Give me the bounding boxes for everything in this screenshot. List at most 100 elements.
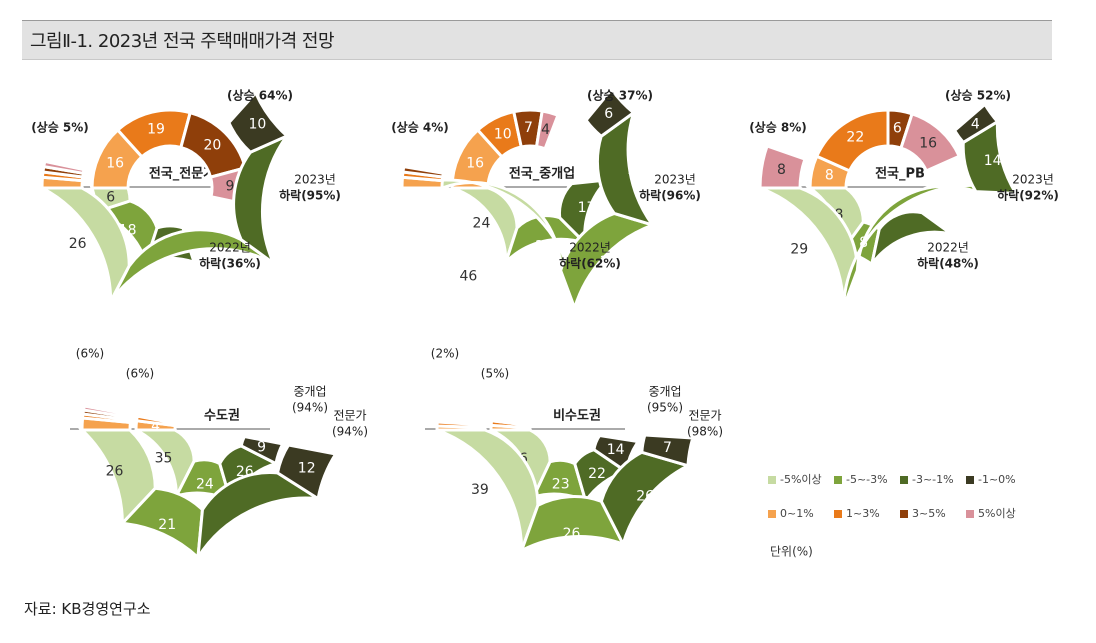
legend-swatch-u1_3: [834, 510, 842, 518]
unit-label: 단위(%): [770, 545, 813, 559]
chart3-title: 전국_PB: [875, 166, 925, 182]
chart2-outer-down-value-d0_1: 6: [604, 106, 613, 122]
chart5-inner-up-wedge-u3_5: [489, 416, 533, 428]
chart4-outer-name: 전문가: [333, 409, 366, 423]
chart5-title: 비수도권: [553, 409, 601, 424]
chart3-outer-down-wedge-d0_1: [952, 102, 1000, 145]
chart2-outer-up-label: (상승 4%): [391, 120, 449, 135]
chart2-inner-up-wedge-u5plus: [534, 109, 560, 151]
chart5-outer-name: 전문가: [688, 409, 721, 423]
chart2-inner-down-value-d3_5: 21: [535, 238, 553, 254]
legend-label-u5plus: 5%이상: [978, 507, 1016, 520]
chart1-outer-up-wedge-u5plus: [42, 159, 86, 176]
chart3-outer-down-value-d3_5: 45: [939, 270, 957, 286]
chart2-inner-down-value-d1_3: 17: [578, 200, 596, 216]
chart2-title: 전국_중개업: [509, 166, 575, 182]
chart1-outer-year: 2023년: [294, 173, 336, 187]
chart3-inner-down-wedge-d1_3: [870, 210, 952, 266]
chart1-outer-down-value-d3_5: 34: [186, 285, 204, 301]
chart3-outer-up-value-u5plus: 8: [777, 162, 786, 178]
chart4-outer-down-value-d3_5: 21: [158, 517, 176, 533]
legend-label-d1_3: -3~-1%: [912, 473, 954, 486]
legend-label-d3_5: -5~-3%: [846, 473, 888, 486]
chart5-outer-down-value-d5plus: 39: [471, 482, 489, 498]
chart3-inner-up-wedge-u5plus: [899, 111, 962, 173]
legend-swatch-d5plus: [768, 476, 776, 484]
legend-label-d0_1: -1~0%: [978, 473, 1016, 486]
chart2-outer-down-value-d3_5: 22: [600, 254, 618, 270]
chart3-outer-up-label: (상승 8%): [749, 120, 807, 135]
chart3-inner-up-value-u3_5: 6: [893, 121, 902, 137]
chart2-outer-down-value-d1_3: 22: [628, 162, 646, 178]
title-bar: 그림Ⅱ-1. 2023년 전국 주택매매가격 전망: [22, 20, 1052, 60]
legend-swatch-u0_1: [768, 510, 776, 518]
chart5-inner-down-value-d0_1: 14: [607, 442, 625, 458]
legend-label-u0_1: 0~1%: [780, 507, 814, 520]
chart4-inner-down-value-d0_1: 9: [257, 440, 266, 456]
chart2-inner-up-label: (상승 37%): [587, 88, 653, 103]
chart1-inner-up-value-u0_1: 16: [106, 156, 124, 172]
chart5-outer-down-value-d1_3: 26: [636, 488, 654, 504]
chart5-inner-down-value-d1_3: 22: [588, 466, 606, 482]
chart1-outer-down-value-d5plus: 26: [69, 236, 87, 252]
chart5-outer-up-label: (2%): [431, 347, 459, 361]
chart4-outer-up-label: (6%): [76, 347, 104, 361]
chart3-inner-year: 2022년: [927, 241, 969, 255]
chart1-title: 전국_전문가: [149, 166, 215, 182]
chart2-inner-up-value-u5plus: 4: [541, 122, 550, 138]
legend-label-u1_3: 1~3%: [846, 507, 880, 520]
chart1-inner-up-value-u5plus: 9: [226, 178, 235, 194]
chart3-inner-up-value-u1_3: 22: [846, 130, 864, 146]
chart3-inner-down-value-d1_3: 22: [901, 236, 919, 252]
chart4-inner-name: 중개업: [293, 385, 326, 399]
chart2-outer-year: 2023년: [654, 173, 696, 187]
chart3-inner-up-value-u5plus: 16: [919, 135, 937, 151]
chart1-inner-down-value-d5plus: 6: [106, 189, 115, 205]
chart3-outer-pct: 하락(92%): [997, 188, 1059, 203]
chart2-outer-pct: 하락(96%): [639, 188, 701, 203]
chart4-outer-up-wedge-u5plus: [81, 404, 134, 420]
legend-swatch-d1_3: [900, 476, 908, 484]
chart4-inner-pct: (94%): [292, 401, 328, 415]
chart5-inner-down-value-d3_5: 23: [552, 476, 570, 492]
chart3-inner-up-value-u0_1: 8: [825, 168, 834, 184]
chart3-outer-down-value-d0_1: 4: [971, 117, 980, 133]
chart5-outer-down-wedge-d0_1: [640, 433, 695, 468]
chart4-title: 수도권: [204, 409, 240, 424]
legend-label-u3_5: 3~5%: [912, 507, 946, 520]
chart2-inner-up-value-u0_1: 16: [466, 156, 484, 172]
chart2-outer-down-wedge-d0_1: [584, 86, 636, 139]
chart2-inner-up-value-u3_5: 7: [524, 120, 533, 136]
chart5-outer-down-value-d3_5: 26: [563, 526, 581, 542]
chart4-outer-down-wedge-d0_1: [275, 443, 339, 502]
chart5-inner-name: 중개업: [648, 385, 681, 399]
chart3-inner-pct: 하락(48%): [917, 256, 979, 271]
chart1-outer-pct: 하락(95%): [279, 188, 341, 203]
figure-title: 그림Ⅱ-1. 2023년 전국 주택매매가격 전망: [30, 31, 335, 52]
legend-swatch-d3_5: [834, 476, 842, 484]
legend-swatch-u3_5: [900, 510, 908, 518]
chart1-inner-year: 2022년: [209, 241, 251, 255]
chart2-inner-up-value-u1_3: 10: [494, 127, 512, 143]
chart1-outer-down-value-d0_1: 10: [248, 117, 266, 133]
chart3-outer-up-wedge-u5plus: [758, 143, 807, 190]
chart4-inner-up-wedge-u1_3: [134, 414, 178, 428]
chart2-inner-year: 2022년: [569, 241, 611, 255]
chart2-inner-pct: 하락(62%): [559, 256, 621, 271]
chart1-inner-up-value-u3_5: 20: [204, 138, 222, 154]
chart4-outer-pct: (94%): [332, 425, 368, 439]
legend-label-d5plus: -5%이상: [780, 473, 822, 486]
chart1-outer-up-label: (상승 5%): [31, 120, 89, 135]
chart1-outer-down-value-d1_3: 25: [268, 191, 286, 207]
legend-swatch-d0_1: [966, 476, 974, 484]
chart3-outer-down-value-d5plus: 29: [790, 242, 808, 258]
chart3-outer-year: 2023년: [1012, 173, 1054, 187]
chart4-inner-down-wedge-d0_1: [239, 434, 285, 466]
chart4-inner-down-value-d3_5: 24: [196, 476, 214, 492]
chart4-outer-down-value-d5plus: 26: [106, 463, 124, 479]
chart5-inner-pct: (95%): [647, 401, 683, 415]
chart5-outer-pct: (98%): [687, 425, 723, 439]
chart4-outer-down-value-d1_3: 35: [247, 515, 265, 531]
chart1-inner-up-label: (상승 64%): [227, 88, 293, 103]
